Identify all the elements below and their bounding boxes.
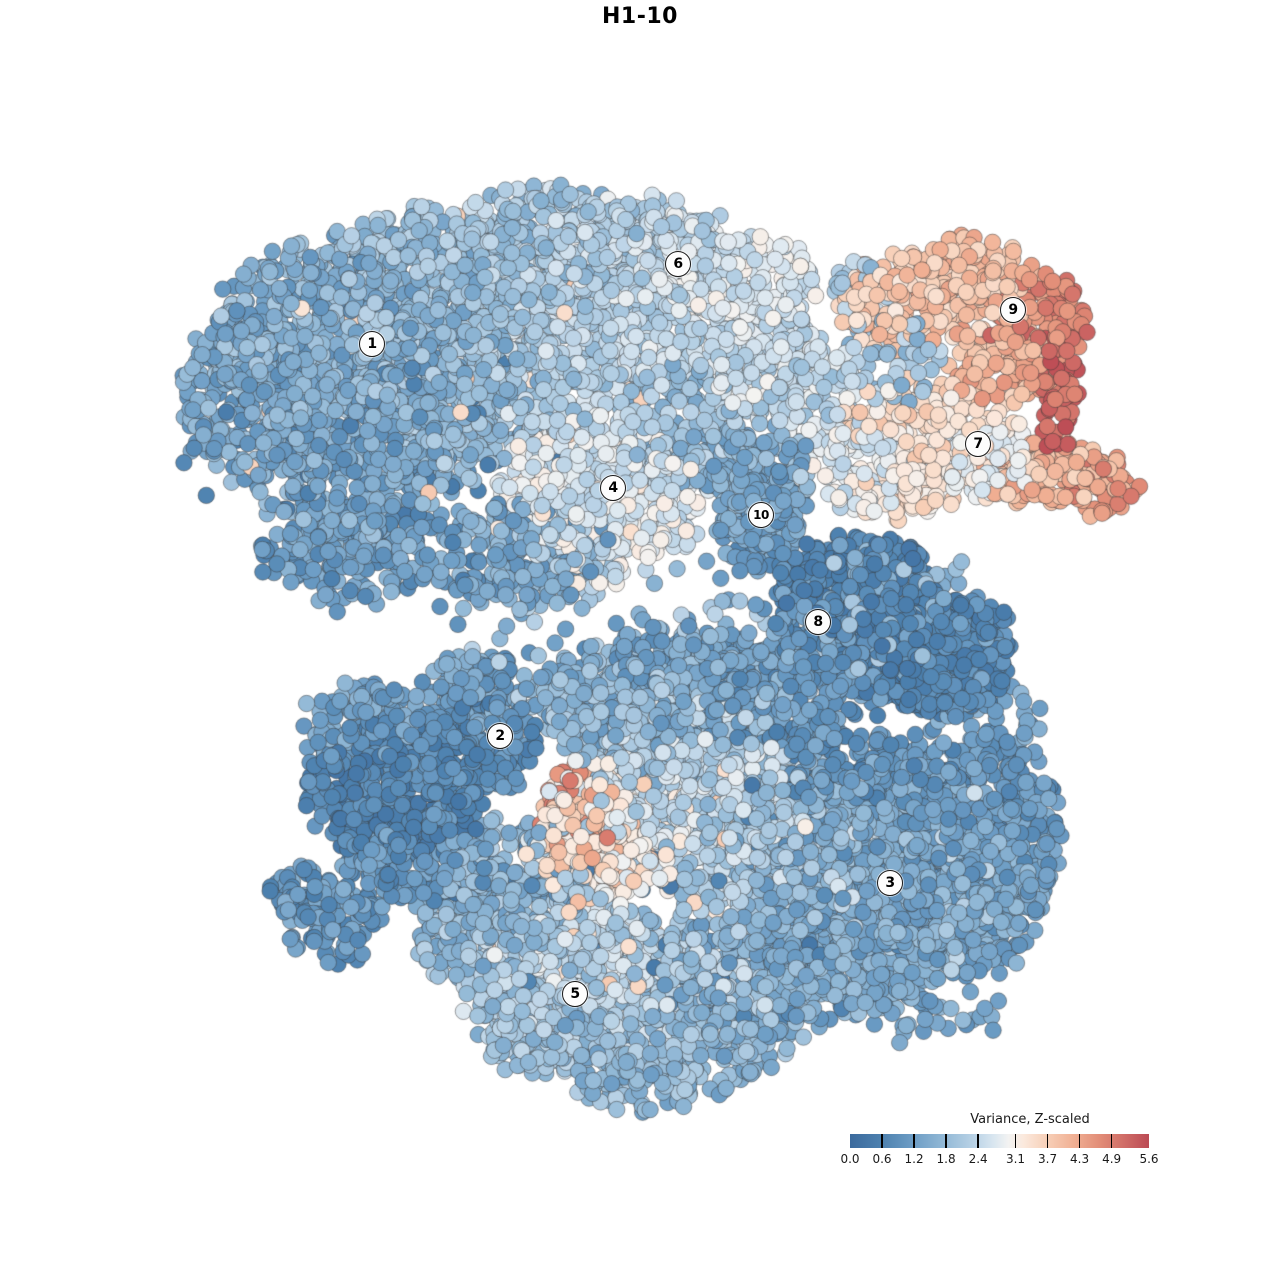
cluster-label-4: 4 xyxy=(600,475,626,501)
cluster-label-9: 9 xyxy=(1000,297,1026,323)
cluster-label-8: 8 xyxy=(805,609,831,635)
cluster-label-6: 6 xyxy=(665,251,691,277)
cluster-label-2: 2 xyxy=(487,723,513,749)
cluster-label-10: 10 xyxy=(748,502,774,528)
cluster-label-1: 1 xyxy=(359,331,385,357)
cluster-label-5: 5 xyxy=(562,981,588,1007)
cluster-label-3: 3 xyxy=(877,870,903,896)
cluster-label-7: 7 xyxy=(965,431,991,457)
